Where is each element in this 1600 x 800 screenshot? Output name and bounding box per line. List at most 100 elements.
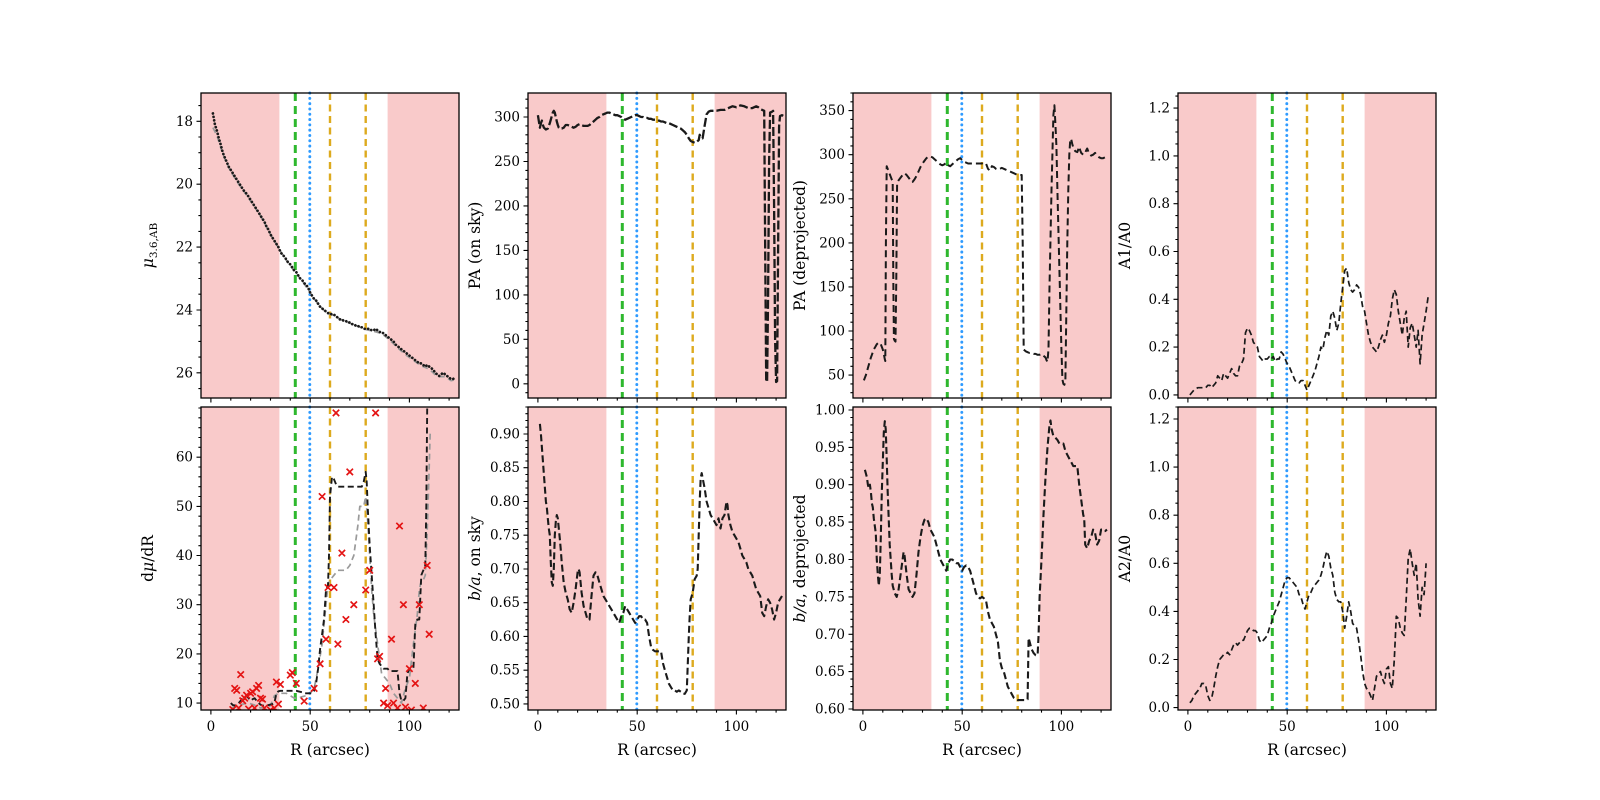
y-tick-label: 0.8 (1149, 508, 1170, 524)
y-axis-label-ba-on-sky: b/a, on sky (466, 516, 484, 601)
y-tick-label: 0.70 (815, 627, 845, 643)
ba-deproj-line (863, 419, 1108, 702)
x-tick-label: 100 (1374, 719, 1400, 735)
y-tick-label: 0.2 (1149, 340, 1170, 356)
y-tick-label: 0.2 (1149, 652, 1170, 668)
y-tick-label: 0.75 (815, 589, 845, 605)
y-tick-label: 0.65 (490, 595, 520, 611)
x-tick-label: 50 (954, 719, 971, 735)
dmu-gray-dashed-line (230, 432, 432, 709)
y-tick-label: 20 (176, 177, 193, 193)
axis-ticks (196, 407, 450, 715)
x-axis-label: R (arcsec) (290, 741, 370, 759)
ba-sky-line (538, 423, 783, 695)
y-tick-label: 40 (176, 548, 193, 564)
y-axis-label-a1-a0: A1/A0 (1116, 222, 1134, 270)
masked-region-band (387, 93, 459, 398)
y-axis-label-surface-brightness: μ3.6,AB (139, 223, 160, 269)
y-tick-label: 20 (176, 646, 193, 662)
masked-region-band (387, 407, 459, 710)
x-tick-label: 0 (534, 719, 543, 735)
axis-ticks (523, 406, 777, 715)
y-axis-label-a2-a0: A2/A0 (1116, 535, 1134, 583)
x-tick-label: 100 (724, 719, 750, 735)
y-tick-label: 50 (828, 368, 845, 384)
x-tick-label: 100 (397, 719, 423, 735)
y-tick-label: 0.75 (490, 528, 520, 544)
masked-region-band (1364, 93, 1436, 398)
axis-ticks (523, 98, 777, 403)
pa-sky-line (536, 104, 785, 384)
panel-dmu-dr: 10 20 30 40 50 60 0 50 100 R (arcsec) dμ/dR (139, 405, 460, 759)
y-tick-label: 0.85 (490, 460, 520, 476)
y-tick-label: 0.4 (1149, 292, 1170, 308)
masked-region-band (528, 93, 607, 398)
y-tick-label: 0.8 (1149, 196, 1170, 212)
y-axis-label-ba-deprojected: b/a, deprojected (791, 494, 809, 622)
y-tick-label: 150 (819, 279, 845, 295)
y-tick-label: 0.90 (815, 477, 845, 493)
y-tick-label: 1.2 (1149, 412, 1170, 428)
y-tick-label: 0.70 (490, 562, 520, 578)
panel-a1-a0: 0.0 0.2 0.4 0.6 0.8 1.0 1.2 A1/A0 (1116, 91, 1437, 403)
y-tick-label: 0.85 (815, 515, 845, 531)
y-tick-label: 1.00 (815, 403, 845, 419)
y-tick-label: 0.50 (490, 696, 520, 712)
x-tick-label: 0 (859, 719, 868, 735)
y-tick-label: 200 (494, 198, 520, 214)
panel-surface-brightness: 18 20 22 24 26 μ3.6,AB (139, 91, 460, 403)
y-tick-label: 22 (176, 240, 193, 256)
y-tick-label: 18 (176, 114, 193, 130)
panel-pa-deprojected: 50 100 150 200 250 300 350 PA (deprojected) (791, 91, 1112, 403)
y-tick-label: 0.65 (815, 664, 845, 680)
dmu-black-dashed-line (230, 407, 429, 707)
x-axis-label: R (arcsec) (617, 741, 697, 759)
axis-ticks (1173, 95, 1427, 403)
masked-region-band (201, 407, 280, 710)
panel-pa-on-sky: 0 50 100 150 200 250 300 PA (on sky) (466, 91, 787, 403)
masked-region-band (714, 93, 786, 398)
y-tick-label: 1.0 (1149, 460, 1170, 476)
masked-region-band (853, 407, 932, 710)
y-tick-label: 0.90 (490, 427, 520, 443)
masked-region-band (1039, 407, 1111, 710)
x-tick-label: 0 (207, 719, 216, 735)
a2-a0-line (1189, 548, 1427, 704)
x-tick-label: 0 (1184, 719, 1193, 735)
y-tick-label: 26 (176, 365, 193, 381)
y-tick-label: 0 (511, 376, 520, 392)
y-tick-label: 0.55 (490, 663, 520, 679)
y-tick-label: 150 (494, 243, 520, 259)
y-axis-label-dmu-dr: dμ/dR (139, 534, 157, 582)
y-tick-label: 200 (819, 235, 845, 251)
y-tick-label: 300 (494, 110, 520, 126)
panel-ba-on-sky: 0.50 0.55 0.60 0.65 0.70 0.75 0.80 0.85 0.90 0 50 1… (466, 405, 787, 759)
x-tick-label: 100 (1049, 719, 1075, 735)
y-tick-label: 50 (176, 499, 193, 515)
axis-ticks (848, 92, 1102, 403)
axis-ticks (196, 105, 450, 403)
y-tick-label: 0.95 (815, 440, 845, 456)
y-tick-label: 0.0 (1149, 700, 1170, 716)
masked-region-band (714, 407, 786, 710)
y-tick-label: 100 (819, 324, 845, 340)
y-tick-label: 0.60 (490, 629, 520, 645)
y-tick-label: 24 (176, 303, 193, 319)
y-axis-label-pa-deprojected: PA (deprojected) (791, 180, 809, 311)
y-tick-label: 0.60 (815, 702, 845, 718)
masked-region-band (1178, 93, 1257, 398)
a1-a0-line (1189, 267, 1429, 396)
y-tick-label: 0.80 (490, 494, 520, 510)
y-tick-label: 100 (494, 287, 520, 303)
panel-a2-a0: 0.0 0.2 0.4 0.6 0.8 1.0 1.2 0 50 100 R (arcsec) A2/… (1116, 405, 1437, 759)
y-tick-label: 250 (494, 154, 520, 170)
y-axis-label-pa-on-sky: PA (on sky) (466, 202, 484, 290)
axis-ticks (848, 409, 1102, 715)
y-tick-label: 50 (503, 332, 520, 348)
y-tick-label: 60 (176, 450, 193, 466)
x-tick-label: 50 (629, 719, 646, 735)
y-tick-label: 350 (819, 103, 845, 119)
mu-black-points-line (211, 112, 457, 381)
